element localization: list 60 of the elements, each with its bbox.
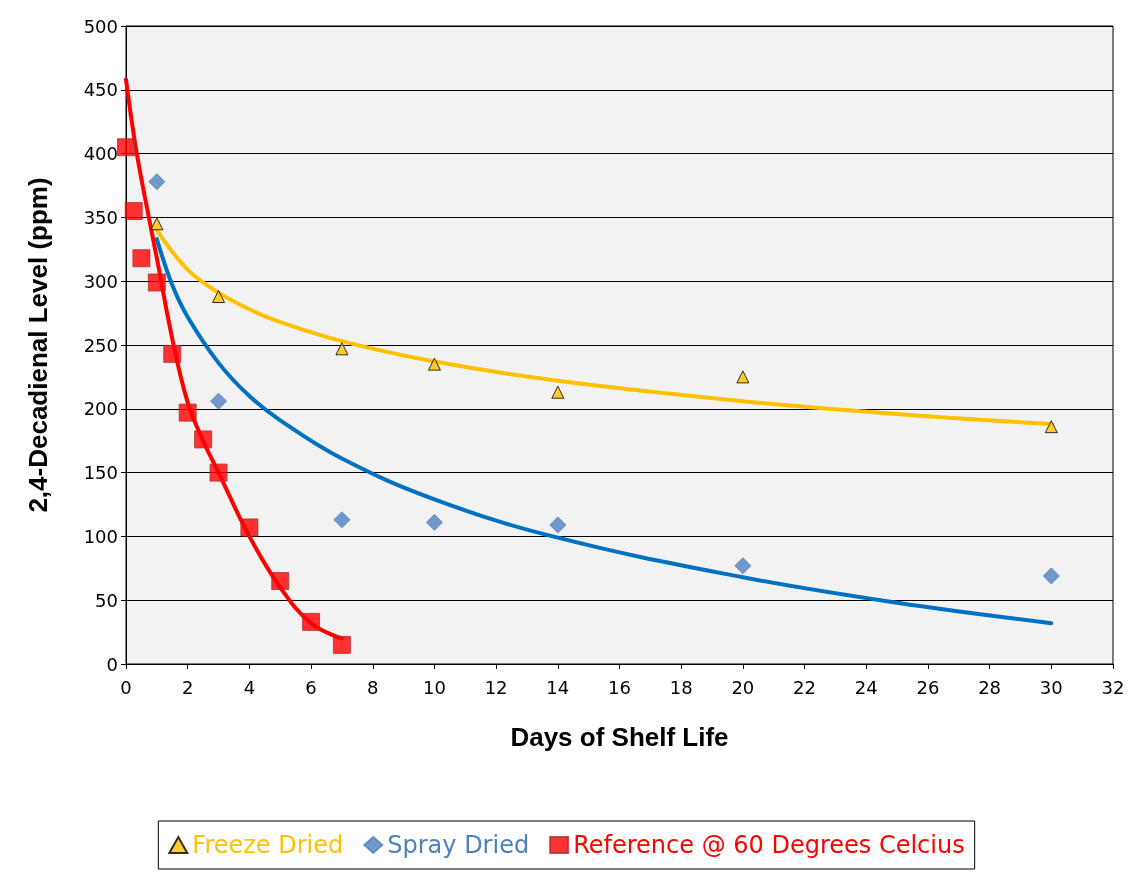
y-tick-label: 400 [83,143,118,165]
y-tick-label: 350 [83,206,118,228]
point [209,463,228,482]
x-tick-label: 32 [1101,676,1125,698]
y-tick-label: 300 [83,270,118,292]
x-tick-label: 26 [916,676,940,698]
point [150,217,164,231]
point [148,173,166,191]
point [736,370,750,384]
x-tick-label: 12 [484,676,508,698]
point [332,635,351,654]
x-tick-label: 24 [854,676,878,698]
x-tick-label: 14 [546,676,570,698]
y-tick-label: 0 [106,653,118,675]
y-tick-label: 500 [83,15,118,37]
point [210,392,228,410]
point [240,518,259,537]
point [302,612,321,631]
point [163,344,182,363]
x-tick-label: 22 [793,676,817,698]
legend-label: Spray Dried [387,831,530,859]
x-tick-label: 10 [422,676,446,698]
point [551,385,565,399]
x-tick-label: 0 [120,676,132,698]
line-series [154,237,1054,626]
x-tick-label: 4 [243,676,256,698]
point [212,290,226,304]
point [147,273,166,292]
y-tick-label: 100 [83,525,118,547]
x-tick-label: 16 [608,676,631,698]
x-tick-label: 6 [305,676,317,698]
point [549,516,567,534]
point [271,572,290,591]
point [333,511,351,529]
point [194,430,213,449]
point [124,202,143,221]
y-tick-label: 150 [83,462,118,484]
x-tick-label: 8 [367,676,379,698]
legend-label: Reference @ 60 Degrees Celcius [573,831,965,859]
x-tick-label: 18 [669,676,693,698]
point [427,357,441,371]
y-tick-label: 200 [83,398,118,420]
point [734,557,752,575]
point [178,403,197,422]
point [132,249,151,268]
point [1044,420,1058,434]
y-tick-label: 250 [83,334,118,356]
x-tick-label: 28 [978,676,1002,698]
x-tick-label: 30 [1039,676,1063,698]
y-axis-title: 2,4-Decadienal Level (ppm) [23,177,53,513]
y-tick-label: 450 [83,79,118,101]
point [425,513,443,531]
point [117,138,135,157]
x-axis-title: Days of Shelf Life [510,722,729,752]
x-tick-label: 2 [181,676,194,698]
x-tick-label: 20 [731,676,755,698]
legend-label: Freeze Dried [192,831,344,859]
point [335,342,349,356]
point [1042,567,1060,585]
y-tick-label: 50 [95,589,118,611]
